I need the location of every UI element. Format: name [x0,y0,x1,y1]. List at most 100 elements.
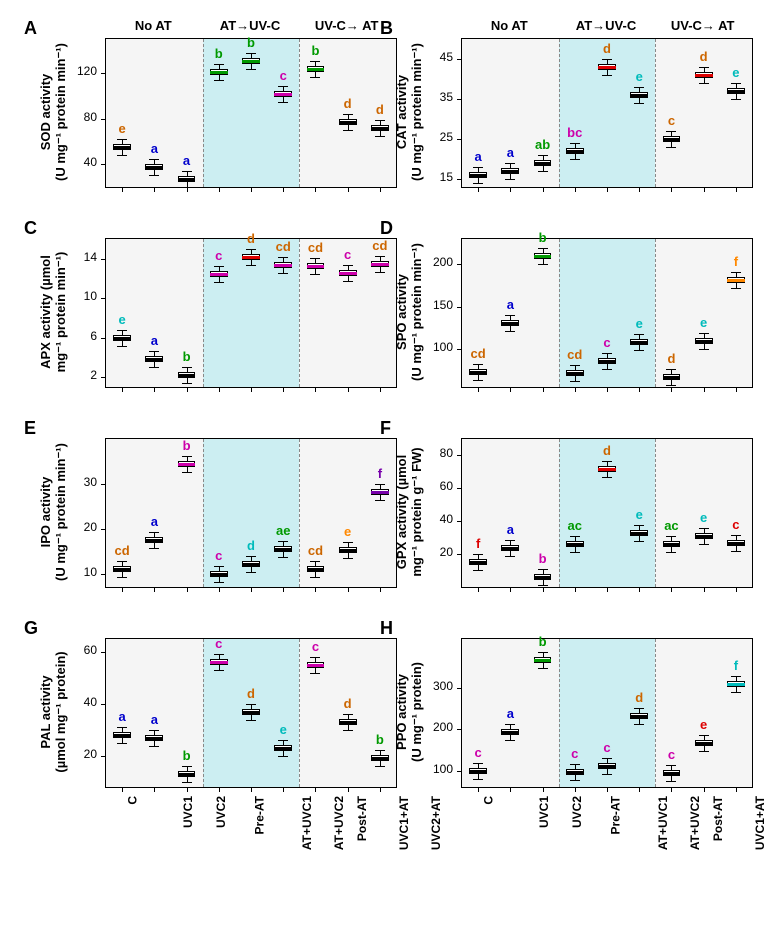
x-tick [510,387,511,392]
significance-letter: e [636,507,643,522]
boxplot-cap [731,535,741,536]
boxplot-cap [117,155,127,156]
x-tick [122,187,123,192]
x-tick [607,387,608,392]
significance-letter: c [312,639,319,654]
strip-label: UV-C→ AT [315,18,379,33]
boxplot-median [534,576,552,579]
boxplot-cap [310,577,320,578]
x-tick [315,187,316,192]
significance-letter: d [344,696,352,711]
significance-letter: ae [276,523,290,538]
boxplot-cap [602,461,612,462]
significance-letter: c [668,113,675,128]
boxplot-cap [343,558,353,559]
boxplot-cap [182,171,192,172]
boxplot-median [113,337,131,340]
y-tick [457,264,462,265]
significance-letter: c [215,248,222,263]
significance-letter: cd [471,346,486,361]
x-tick [315,787,316,792]
x-tick-label: UVC1+AT [397,796,411,850]
x-tick-label: C [126,796,140,805]
region-divider [559,239,560,387]
region-divider [655,639,656,787]
plot-area: eabcdcdcdccd [105,238,397,388]
y-tick [101,377,106,378]
boxplot-median [210,71,228,74]
significance-letter: e [344,524,351,539]
boxplot-median [210,573,228,576]
significance-letter: c [603,335,610,350]
boxplot-cap [473,167,483,168]
x-tick-label: Post-AT [712,796,726,841]
x-tick-label: Pre-AT [252,796,266,834]
boxplot-median [630,341,648,344]
significance-letter: d [376,102,384,117]
y-tick [457,771,462,772]
significance-letter: e [700,315,707,330]
boxplot-cap [246,720,256,721]
boxplot-cap [343,114,353,115]
boxplot-cap [666,765,676,766]
boxplot-cap [731,288,741,289]
boxplot-cap [246,704,256,705]
x-tick [478,787,479,792]
boxplot-median [695,535,713,538]
boxplot-cap [278,102,288,103]
x-tick [704,387,705,392]
region-divider [559,639,560,787]
boxplot-median [274,548,292,551]
boxplot-median [534,659,552,662]
boxplot-median [630,94,648,97]
boxplot-cap [538,652,548,653]
significance-letter: f [734,254,738,269]
boxplot-cap [246,556,256,557]
y-tick [101,704,106,705]
region-divider [299,439,300,587]
x-tick [251,587,252,592]
x-tick [575,787,576,792]
significance-letter: c [571,746,578,761]
y-axis-label: CAT activity(U mg⁻¹ protein min⁻¹) [394,38,425,186]
boxplot-median [534,255,552,258]
significance-letter: b [539,230,547,245]
region-divider [203,39,204,187]
boxplot-cap [699,67,709,68]
boxplot-cap [473,183,483,184]
plot-area: fabacdeacec [461,438,753,588]
boxplot-median [695,74,713,77]
x-tick [510,187,511,192]
x-tick [154,587,155,592]
significance-letter: d [603,41,611,56]
boxplot-median [242,60,260,63]
boxplot-cap [149,159,159,160]
boxplot-cap [375,272,385,273]
boxplot-cap [699,735,709,736]
boxplot-median [469,561,487,564]
y-axis-label: PAL activity(µmol mg⁻¹ protein) [38,638,69,786]
boxplot-cap [246,265,256,266]
boxplot-cap [117,743,127,744]
x-tick [736,787,737,792]
boxplot-median [145,358,163,361]
boxplot-cap [634,525,644,526]
y-tick [457,99,462,100]
boxplot-cap [214,670,224,671]
x-tick-label: UVC1 [537,796,551,828]
y-tick [457,488,462,489]
boxplot-cap [149,746,159,747]
x-tick [736,587,737,592]
boxplot-median [307,265,325,268]
significance-letter: d [635,690,643,705]
significance-letter: e [118,312,125,327]
x-tick [251,187,252,192]
significance-letter: c [603,740,610,755]
plot-area: cdabcdcedef [461,238,753,388]
boxplot-cap [473,554,483,555]
x-tick [543,587,544,592]
boxplot-cap [375,256,385,257]
region-divider [559,39,560,187]
boxplot-median [242,256,260,259]
boxplot-cap [375,136,385,137]
